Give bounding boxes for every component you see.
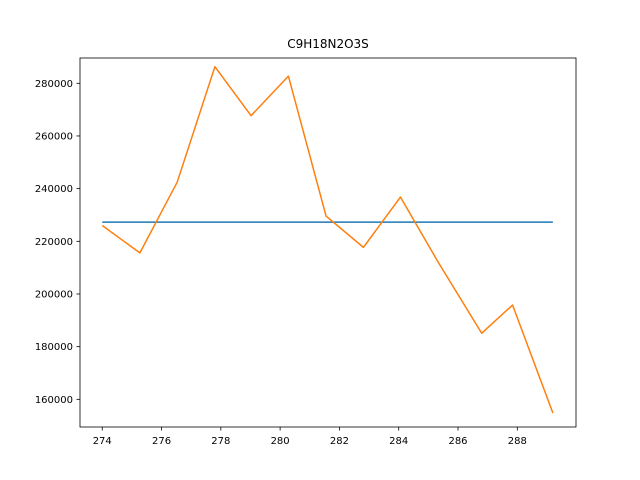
x-tick-label: 274: [93, 436, 112, 447]
y-tick-label: 200000: [35, 289, 73, 300]
plot-frame: [79, 57, 577, 428]
y-tick-label: 260000: [35, 131, 73, 142]
y-tick-label: 180000: [35, 342, 73, 353]
x-axis: 274 276 278 280 282 284 286 288: [93, 427, 527, 447]
y-axis: 160000 180000 200000 220000 240000 260000 2800…: [35, 79, 80, 406]
y-tick-label: 220000: [35, 237, 73, 248]
x-tick-label: 280: [271, 436, 290, 447]
x-tick-label: 278: [211, 436, 230, 447]
series-line-2: [101, 65, 554, 414]
x-tick-label: 286: [448, 436, 467, 447]
plot-area: [80, 58, 576, 427]
x-tick-label: 282: [330, 436, 349, 447]
series-layer: [101, 65, 554, 414]
y-tick-label: 280000: [35, 79, 73, 90]
x-tick-label: 284: [389, 436, 408, 447]
chart-title: C9H18N2O3S: [287, 37, 369, 51]
y-tick-label: 160000: [35, 395, 73, 406]
x-tick-label: 276: [152, 436, 171, 447]
y-tick-label: 240000: [35, 184, 73, 195]
x-tick-label: 288: [508, 436, 527, 447]
